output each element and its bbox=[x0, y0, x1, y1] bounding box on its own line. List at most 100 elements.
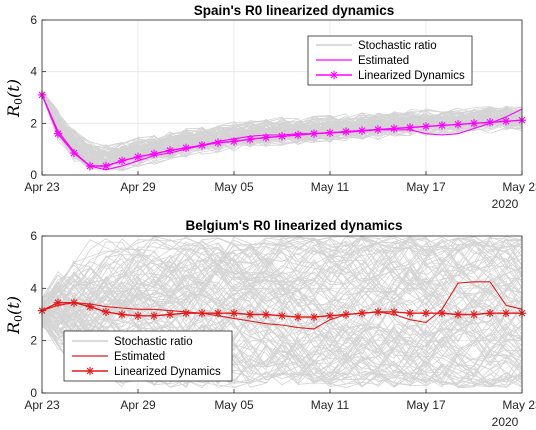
spain-stochastic-line-89 bbox=[42, 90, 522, 157]
belgium-year-label: 2020 bbox=[492, 415, 519, 429]
spain-y-tick-label-1: 2 bbox=[30, 116, 37, 130]
belgium-linearized-marker-22 bbox=[389, 307, 399, 317]
belgium-x-tick-label-4: May 17 bbox=[406, 398, 446, 412]
spain-stochastic-line-73 bbox=[42, 92, 522, 158]
spain-y-ticks: 0 2 4 6 bbox=[30, 13, 46, 182]
belgium-stochastic-line-63 bbox=[42, 247, 522, 383]
spain-legend-star-marker bbox=[329, 70, 339, 80]
spain-panel: Spain's R0 linearized dynamics 0 2 4 6 Apr … bbox=[4, 3, 536, 211]
belgium-x-tick-label-2: May 05 bbox=[214, 398, 254, 412]
spain-linearized-marker-23 bbox=[405, 123, 415, 132]
belgium-linearized-marker-27 bbox=[469, 310, 479, 319]
belgium-linearized-marker-23 bbox=[405, 308, 415, 318]
spain-linearized-marker-4 bbox=[101, 161, 111, 171]
belgium-legend-star-marker bbox=[85, 366, 95, 376]
spain-linearized-marker-16 bbox=[293, 130, 303, 140]
spain-x-tick-label-4: May 17 bbox=[406, 180, 446, 194]
belgium-linearized-marker-11 bbox=[213, 308, 223, 318]
belgium-panel: Belgium's R0 linearized dynamics 0 2 4 6 Ap… bbox=[4, 218, 536, 429]
spain-linearized-marker-7 bbox=[149, 149, 159, 159]
belgium-stochastic-line-65 bbox=[42, 281, 522, 351]
belgium-linearized-marker-26 bbox=[453, 310, 463, 319]
spain-y-tick-label-3: 6 bbox=[30, 13, 37, 27]
spain-stochastic-band bbox=[42, 89, 522, 172]
belgium-stochastic-line-102 bbox=[42, 236, 522, 325]
spain-plot-frame bbox=[41, 19, 523, 176]
spain-linearized-marker-29 bbox=[501, 117, 511, 126]
belgium-stochastic-line-109 bbox=[42, 240, 522, 311]
belgium-stochastic-line-89 bbox=[42, 238, 522, 320]
belgium-y-ticks: 0 2 4 6 bbox=[30, 229, 46, 400]
belgium-series bbox=[37, 281, 527, 330]
belgium-linearized-marker-28 bbox=[485, 308, 495, 318]
belgium-chart-title: Belgium's R0 linearized dynamics bbox=[185, 218, 402, 233]
spain-linearized-marker-5 bbox=[117, 156, 127, 165]
belgium-legend-linearized: Linearized Dynamics bbox=[114, 366, 221, 378]
spain-linearized-marker-27 bbox=[469, 119, 479, 128]
spain-linearized-marker-13 bbox=[245, 135, 255, 144]
spain-chart-title: Spain's R0 linearized dynamics bbox=[194, 3, 395, 18]
spain-linearized-marker-6 bbox=[133, 152, 143, 162]
spain-legend-estimated: Estimated bbox=[358, 55, 409, 67]
belgium-stochastic-line-107 bbox=[42, 236, 522, 333]
spain-linearized-marker-17 bbox=[309, 129, 319, 138]
spain-linearized-marker-22 bbox=[389, 124, 399, 133]
belgium-linearized-marker-17 bbox=[309, 312, 319, 322]
belgium-stochastic-trajectories bbox=[42, 236, 522, 389]
spain-linearized-marker-21 bbox=[373, 125, 383, 134]
belgium-stochastic-band bbox=[42, 236, 522, 389]
spain-linearized-marker-9 bbox=[181, 143, 191, 153]
spain-legend: Stochastic ratio Estimated Linearized Dy… bbox=[307, 35, 473, 86]
belgium-x-tick-label-5: May 23 bbox=[502, 398, 536, 412]
belgium-stochastic-line-106 bbox=[42, 236, 522, 320]
belgium-legend-stochastic: Stochastic ratio bbox=[114, 336, 193, 348]
spain-x-tick-label-1: Apr 29 bbox=[120, 180, 156, 194]
spain-legend-stochastic: Stochastic ratio bbox=[358, 40, 437, 52]
belgium-y-axis-label: R0(t) bbox=[4, 296, 25, 335]
belgium-linearized-marker-25 bbox=[437, 308, 447, 318]
belgium-stochastic-line-38 bbox=[42, 246, 522, 367]
belgium-linearized-marker-10 bbox=[197, 308, 207, 318]
belgium-x-tick-label-0: Apr 23 bbox=[24, 398, 60, 412]
belgium-linearized-marker-18 bbox=[325, 311, 335, 321]
belgium-linearized-marker-15 bbox=[277, 311, 287, 321]
belgium-linearized-marker-9 bbox=[181, 308, 191, 318]
spain-series bbox=[37, 90, 527, 171]
spain-stochastic-line-84 bbox=[42, 91, 522, 156]
spain-linearized-marker-1 bbox=[53, 129, 63, 138]
spain-linearized-marker-11 bbox=[213, 138, 223, 147]
belgium-linearized-marker-7 bbox=[149, 311, 159, 321]
spain-x-tick-label-2: May 05 bbox=[214, 180, 254, 194]
belgium-x-ticks: Apr 23 Apr 29 May 05 May 11 May 17 May 23 bbox=[24, 389, 536, 412]
spain-linearized-marker-24 bbox=[421, 122, 431, 131]
spain-linearized-marker-8 bbox=[165, 146, 175, 155]
belgium-y-tick-label-0: 0 bbox=[30, 386, 37, 400]
belgium-stochastic-line-94 bbox=[42, 291, 522, 376]
belgium-plot-frame bbox=[41, 235, 523, 394]
belgium-stochastic-line-108 bbox=[42, 246, 522, 330]
spain-y-axis-label: R0(t) bbox=[4, 79, 25, 118]
spain-x-ticks: Apr 23 Apr 29 May 05 May 11 May 17 May 23 bbox=[24, 171, 536, 194]
belgium-linearized-marker-3 bbox=[85, 302, 95, 311]
belgium-stochastic-line-84 bbox=[42, 237, 522, 310]
spain-linearized-marker-3 bbox=[85, 161, 95, 171]
belgium-stochastic-line-95 bbox=[42, 246, 522, 388]
belgium-x-tick-label-1: Apr 29 bbox=[120, 398, 156, 412]
spain-linearized-marker-10 bbox=[197, 141, 207, 150]
spain-linearized-marker-26 bbox=[453, 120, 463, 129]
belgium-linearized-marker-20 bbox=[357, 308, 367, 318]
belgium-y-tick-label-3: 6 bbox=[30, 229, 37, 243]
belgium-stochastic-line-90 bbox=[42, 239, 522, 314]
spain-legend-linearized: Linearized Dynamics bbox=[358, 70, 465, 82]
belgium-stochastic-line-50 bbox=[42, 253, 522, 366]
belgium-stochastic-line-60 bbox=[42, 261, 522, 388]
belgium-linearized-marker-13 bbox=[245, 310, 255, 319]
spain-linearized-marker-18 bbox=[325, 128, 335, 138]
spain-linearized-marker-25 bbox=[437, 121, 447, 130]
belgium-linearized-marker-1 bbox=[53, 298, 63, 307]
belgium-stochastic-line-100 bbox=[42, 237, 522, 311]
spain-linearized-marker-19 bbox=[341, 127, 351, 136]
belgium-linearized-marker-2 bbox=[69, 298, 79, 307]
spain-x-tick-label-3: May 11 bbox=[311, 180, 350, 194]
